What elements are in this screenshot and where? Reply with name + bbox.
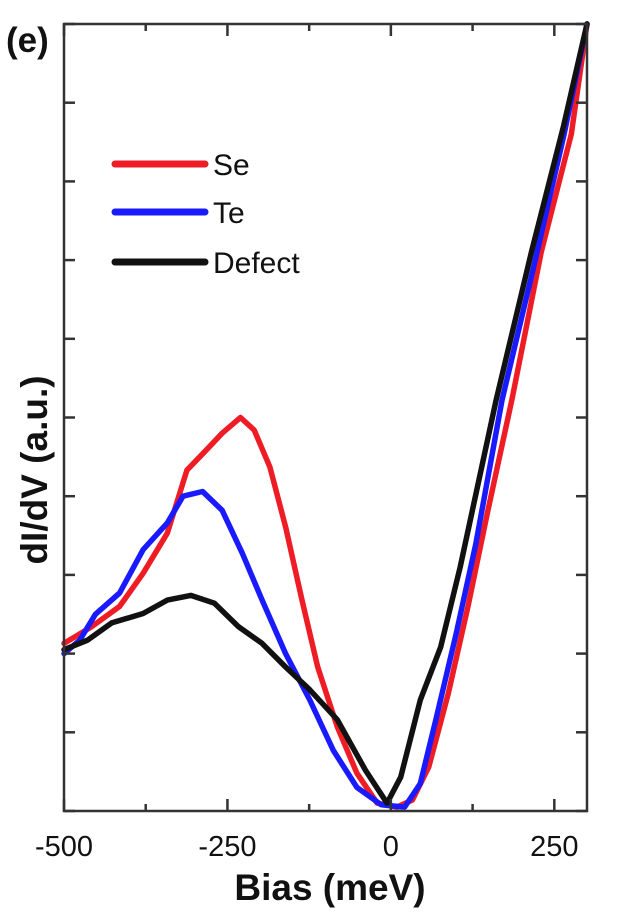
- legend: Se Te Defect: [111, 149, 300, 280]
- panel-label: (e): [6, 21, 49, 60]
- x-tick-label: 250: [530, 831, 578, 863]
- series-line-se: [61, 21, 590, 810]
- legend-item-defect: Defect: [111, 247, 300, 280]
- legend-label: Te: [213, 197, 245, 230]
- axis-ticks: [62, 22, 587, 813]
- x-axis-title: Bias (meV): [234, 867, 425, 908]
- x-tick-label: 0: [383, 831, 399, 863]
- x-tick-labels: -500 -250 0 250: [35, 831, 579, 863]
- legend-item-te: Te: [111, 197, 245, 230]
- legend-label: Se: [213, 149, 250, 182]
- legend-label: Defect: [213, 247, 300, 280]
- series-line-defect: [61, 21, 590, 806]
- legend-item-se: Se: [111, 149, 250, 182]
- series-line-te: [61, 21, 590, 810]
- series-layer: [61, 21, 590, 810]
- x-tick-label: -500: [35, 831, 93, 863]
- y-axis-title: dI/dV (a.u.): [14, 375, 55, 564]
- x-tick-label: -250: [198, 831, 256, 863]
